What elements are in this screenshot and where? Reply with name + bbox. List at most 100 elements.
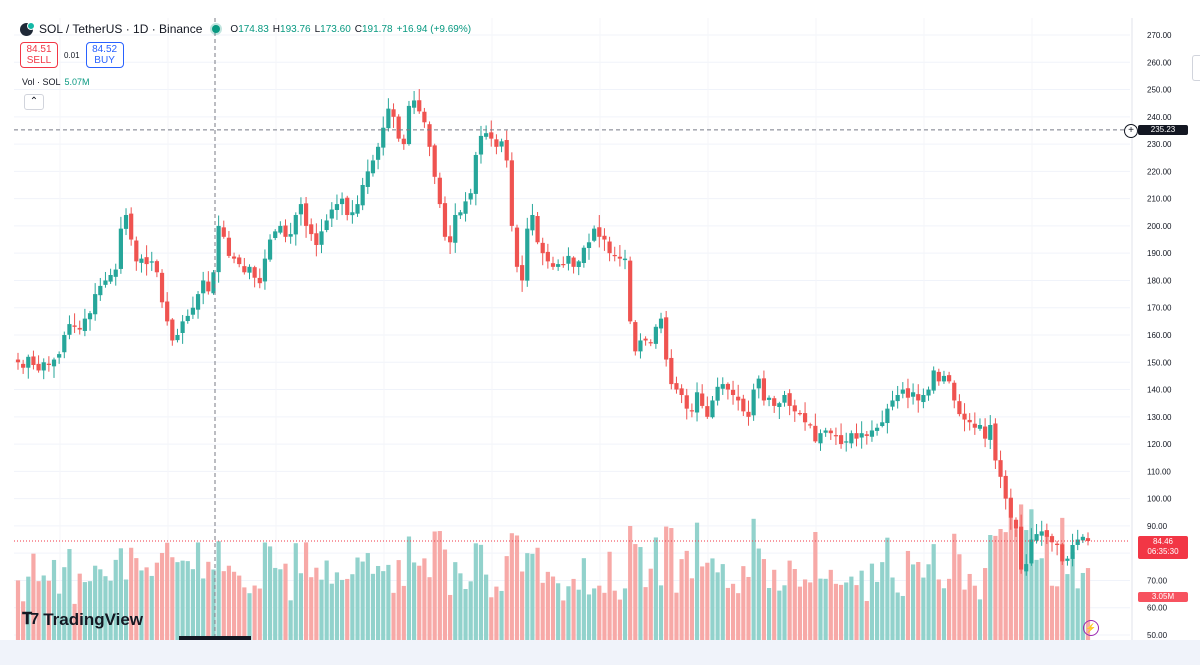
y-tick-label: 190.00: [1147, 249, 1172, 258]
volume-bar: [303, 542, 309, 640]
volume-bar: [766, 588, 772, 640]
symbol-title[interactable]: SOL / TetherUS · 1D · Binance: [39, 22, 203, 36]
candle-body: [206, 281, 211, 292]
volume-bar: [592, 588, 597, 640]
volume-bar: [309, 577, 314, 640]
lightning-icon[interactable]: ⚡: [1083, 620, 1099, 636]
open-value: 174.83: [238, 23, 269, 35]
candle-body: [72, 325, 77, 327]
time-scale-handle[interactable]: [179, 636, 251, 640]
volume-bar: [808, 582, 813, 640]
candle-body: [638, 340, 643, 352]
volume-bar: [278, 569, 283, 640]
y-tick-label: 110.00: [1147, 467, 1171, 476]
volume-bar: [113, 559, 118, 640]
volume-bar: [813, 532, 818, 640]
candle-body: [283, 225, 288, 237]
volume-bar: [15, 580, 21, 640]
candle-body: [700, 393, 705, 406]
candle-body: [375, 146, 381, 160]
volume-bar: [370, 573, 376, 640]
candle-body: [983, 426, 988, 439]
candle-body: [1003, 475, 1008, 499]
candle-body: [453, 215, 458, 243]
candle-body: [195, 294, 201, 310]
volume-bar: [417, 565, 422, 640]
volume-bar: [761, 559, 767, 640]
candle-body: [437, 177, 442, 205]
volume-bar: [1055, 586, 1060, 640]
volume-bar: [458, 573, 463, 640]
volume-bar: [31, 553, 36, 640]
change-value: +16.94 (+9.69%): [396, 23, 472, 35]
buy-label: BUY: [94, 55, 115, 66]
candle-body: [108, 275, 113, 282]
volume-bar: [556, 583, 561, 640]
volume-bar: [1008, 517, 1013, 640]
candle-body: [463, 201, 468, 214]
candle-body: [581, 247, 586, 264]
solana-logo-icon[interactable]: [20, 21, 35, 36]
volume-bar: [952, 533, 957, 640]
volume-bar: [674, 592, 679, 640]
candle-body: [334, 204, 340, 210]
candle-body: [1013, 519, 1019, 529]
side-panel-handle[interactable]: [1192, 55, 1200, 81]
last-price-tag: 84.46 06:35:30: [1138, 536, 1188, 559]
volume-bar: [700, 566, 705, 640]
volume-bar: [633, 544, 638, 640]
volume-bar: [185, 561, 190, 640]
volume-bar: [170, 557, 175, 640]
tradingview-logo[interactable]: 𝐓7 TradingView: [22, 610, 143, 630]
chevron-up-icon[interactable]: ⌃: [24, 94, 44, 110]
volume-bar: [947, 578, 952, 640]
candle-body: [175, 335, 180, 341]
volume-bar: [422, 558, 427, 640]
open-label: O: [230, 23, 239, 35]
volume-bar: [1075, 588, 1080, 640]
volume-legend[interactable]: Vol · SOL 5.07M: [22, 77, 90, 87]
y-tick-label: 150.00: [1147, 358, 1172, 367]
candle-body: [736, 396, 741, 401]
plus-circle-icon[interactable]: +: [1124, 124, 1138, 138]
volume-bar: [257, 588, 262, 640]
volume-bar: [108, 580, 113, 640]
candle-body: [468, 193, 473, 200]
candle-body: [1060, 544, 1065, 562]
candle-body: [303, 203, 309, 226]
candle-body: [643, 338, 648, 341]
candle-body: [262, 258, 268, 282]
volume-bar: [1029, 509, 1034, 640]
candle-body: [761, 378, 767, 401]
volume-bar: [339, 579, 345, 640]
sell-button[interactable]: 84.51 SELL: [20, 42, 58, 68]
volume-bar: [833, 583, 839, 640]
candle-body: [854, 433, 859, 439]
candle-body: [730, 389, 736, 396]
volume-bar: [983, 568, 988, 640]
candle-body: [267, 239, 273, 260]
candle-body: [427, 124, 432, 147]
volume-bar: [21, 601, 26, 640]
volume-bar: [669, 528, 674, 640]
volume-bar: [1049, 585, 1055, 640]
candle-body: [910, 392, 916, 397]
candle-body: [617, 256, 622, 259]
candle-body: [412, 100, 417, 108]
candle-body: [329, 209, 334, 219]
volume-bar: [118, 548, 123, 640]
volume-bar: [298, 573, 304, 640]
candle-body: [849, 433, 854, 444]
volume-bar: [931, 544, 936, 640]
candle-body: [586, 242, 592, 249]
candle-body: [257, 277, 262, 284]
volume-bar: [165, 542, 170, 640]
candle-body: [766, 397, 772, 400]
candle-body: [324, 220, 329, 231]
buy-button[interactable]: 84.52 BUY: [85, 42, 124, 68]
candle-body: [1085, 538, 1091, 542]
candle-body: [669, 357, 674, 385]
candle-body: [689, 410, 694, 412]
